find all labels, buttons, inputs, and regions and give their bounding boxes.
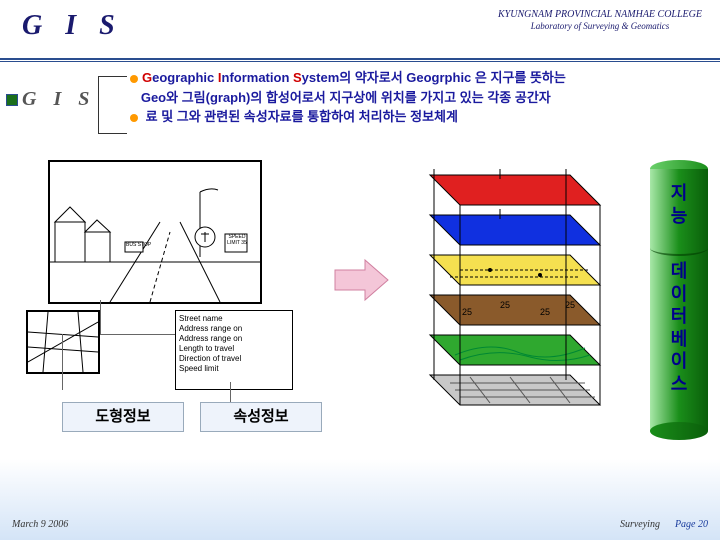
page-title: G I S [22,10,123,42]
info: nformation [222,70,294,85]
database-cylinder: 지능 데이터베이스 [650,160,708,440]
cyl-text-top: 지능 [650,182,708,227]
connector [62,334,63,390]
attr-l4: Length to travel [179,344,289,354]
connector [230,382,231,402]
connector [100,334,175,335]
footer-course: Surveying [620,519,660,530]
bus-stop-label: BUS STOP [126,243,151,248]
svg-text:25: 25 [565,300,575,310]
description: Geographic Information System의 약자로서 Geog… [130,68,702,127]
page-no: 20 [698,519,708,530]
attr-l6: Speed limit [179,364,289,374]
footer-right: Surveying Page 20 [620,519,708,530]
geo: eographic [152,70,218,85]
svg-text:25: 25 [500,300,510,310]
bracket-icon [98,76,127,134]
attr-l3: Address range on [179,334,289,344]
attribute-box: Street name Address range on Address ran… [175,310,293,390]
institution: KYUNGNAM PROVINCIAL NAMHAE COLLEGE Labor… [498,8,702,33]
header: G I S KYUNGNAM PROVINCIAL NAMHAE COLLEGE… [0,0,720,60]
cyl-text-bottom: 데이터베이스 [650,260,708,395]
sys: ystem [302,70,340,85]
l1r: 의 약자로서 Geogrphic 은 지구를 뜻하는 [339,70,566,85]
street-illustration: BUS STOP SPEED LIMIT 35 [48,160,262,304]
l3: 료 및 그와 관련된 속성자료를 통합하여 처리하는 정보체계 [146,109,458,124]
bullet-icon [130,75,138,83]
footer-date: March 9 2006 [12,519,68,530]
svg-text:25: 25 [540,307,550,317]
g: G [142,70,152,85]
connector [100,300,101,334]
s: S [293,70,302,85]
gis-layers: 25 25 25 25 [400,155,610,435]
l2: Geo와 그림(graph)의 합성어로서 지구상에 위치를 가지고 있는 각종… [141,90,551,105]
svg-text:25: 25 [462,307,472,317]
attr-l5: Direction of travel [179,354,289,364]
small-map [26,310,100,374]
attr-l2: Address range on [179,324,289,334]
side-bullet-icon [6,94,18,106]
page-label: Page [675,519,696,530]
inst-line2: Laboratory of Surveying & Geomatics [498,21,702,33]
side-title: G I S [22,88,95,111]
attr-info-label: 속성정보 [200,402,322,432]
speed-label: SPEED LIMIT 35 [227,235,247,246]
attr-l1: Street name [179,314,289,324]
shape-info-label: 도형정보 [62,402,184,432]
bullet-icon [130,114,138,122]
cyl-bottom [650,422,708,440]
cyl-divider [650,240,708,256]
arrow-icon [330,255,390,305]
inst-line1: KYUNGNAM PROVINCIAL NAMHAE COLLEGE [498,8,702,21]
